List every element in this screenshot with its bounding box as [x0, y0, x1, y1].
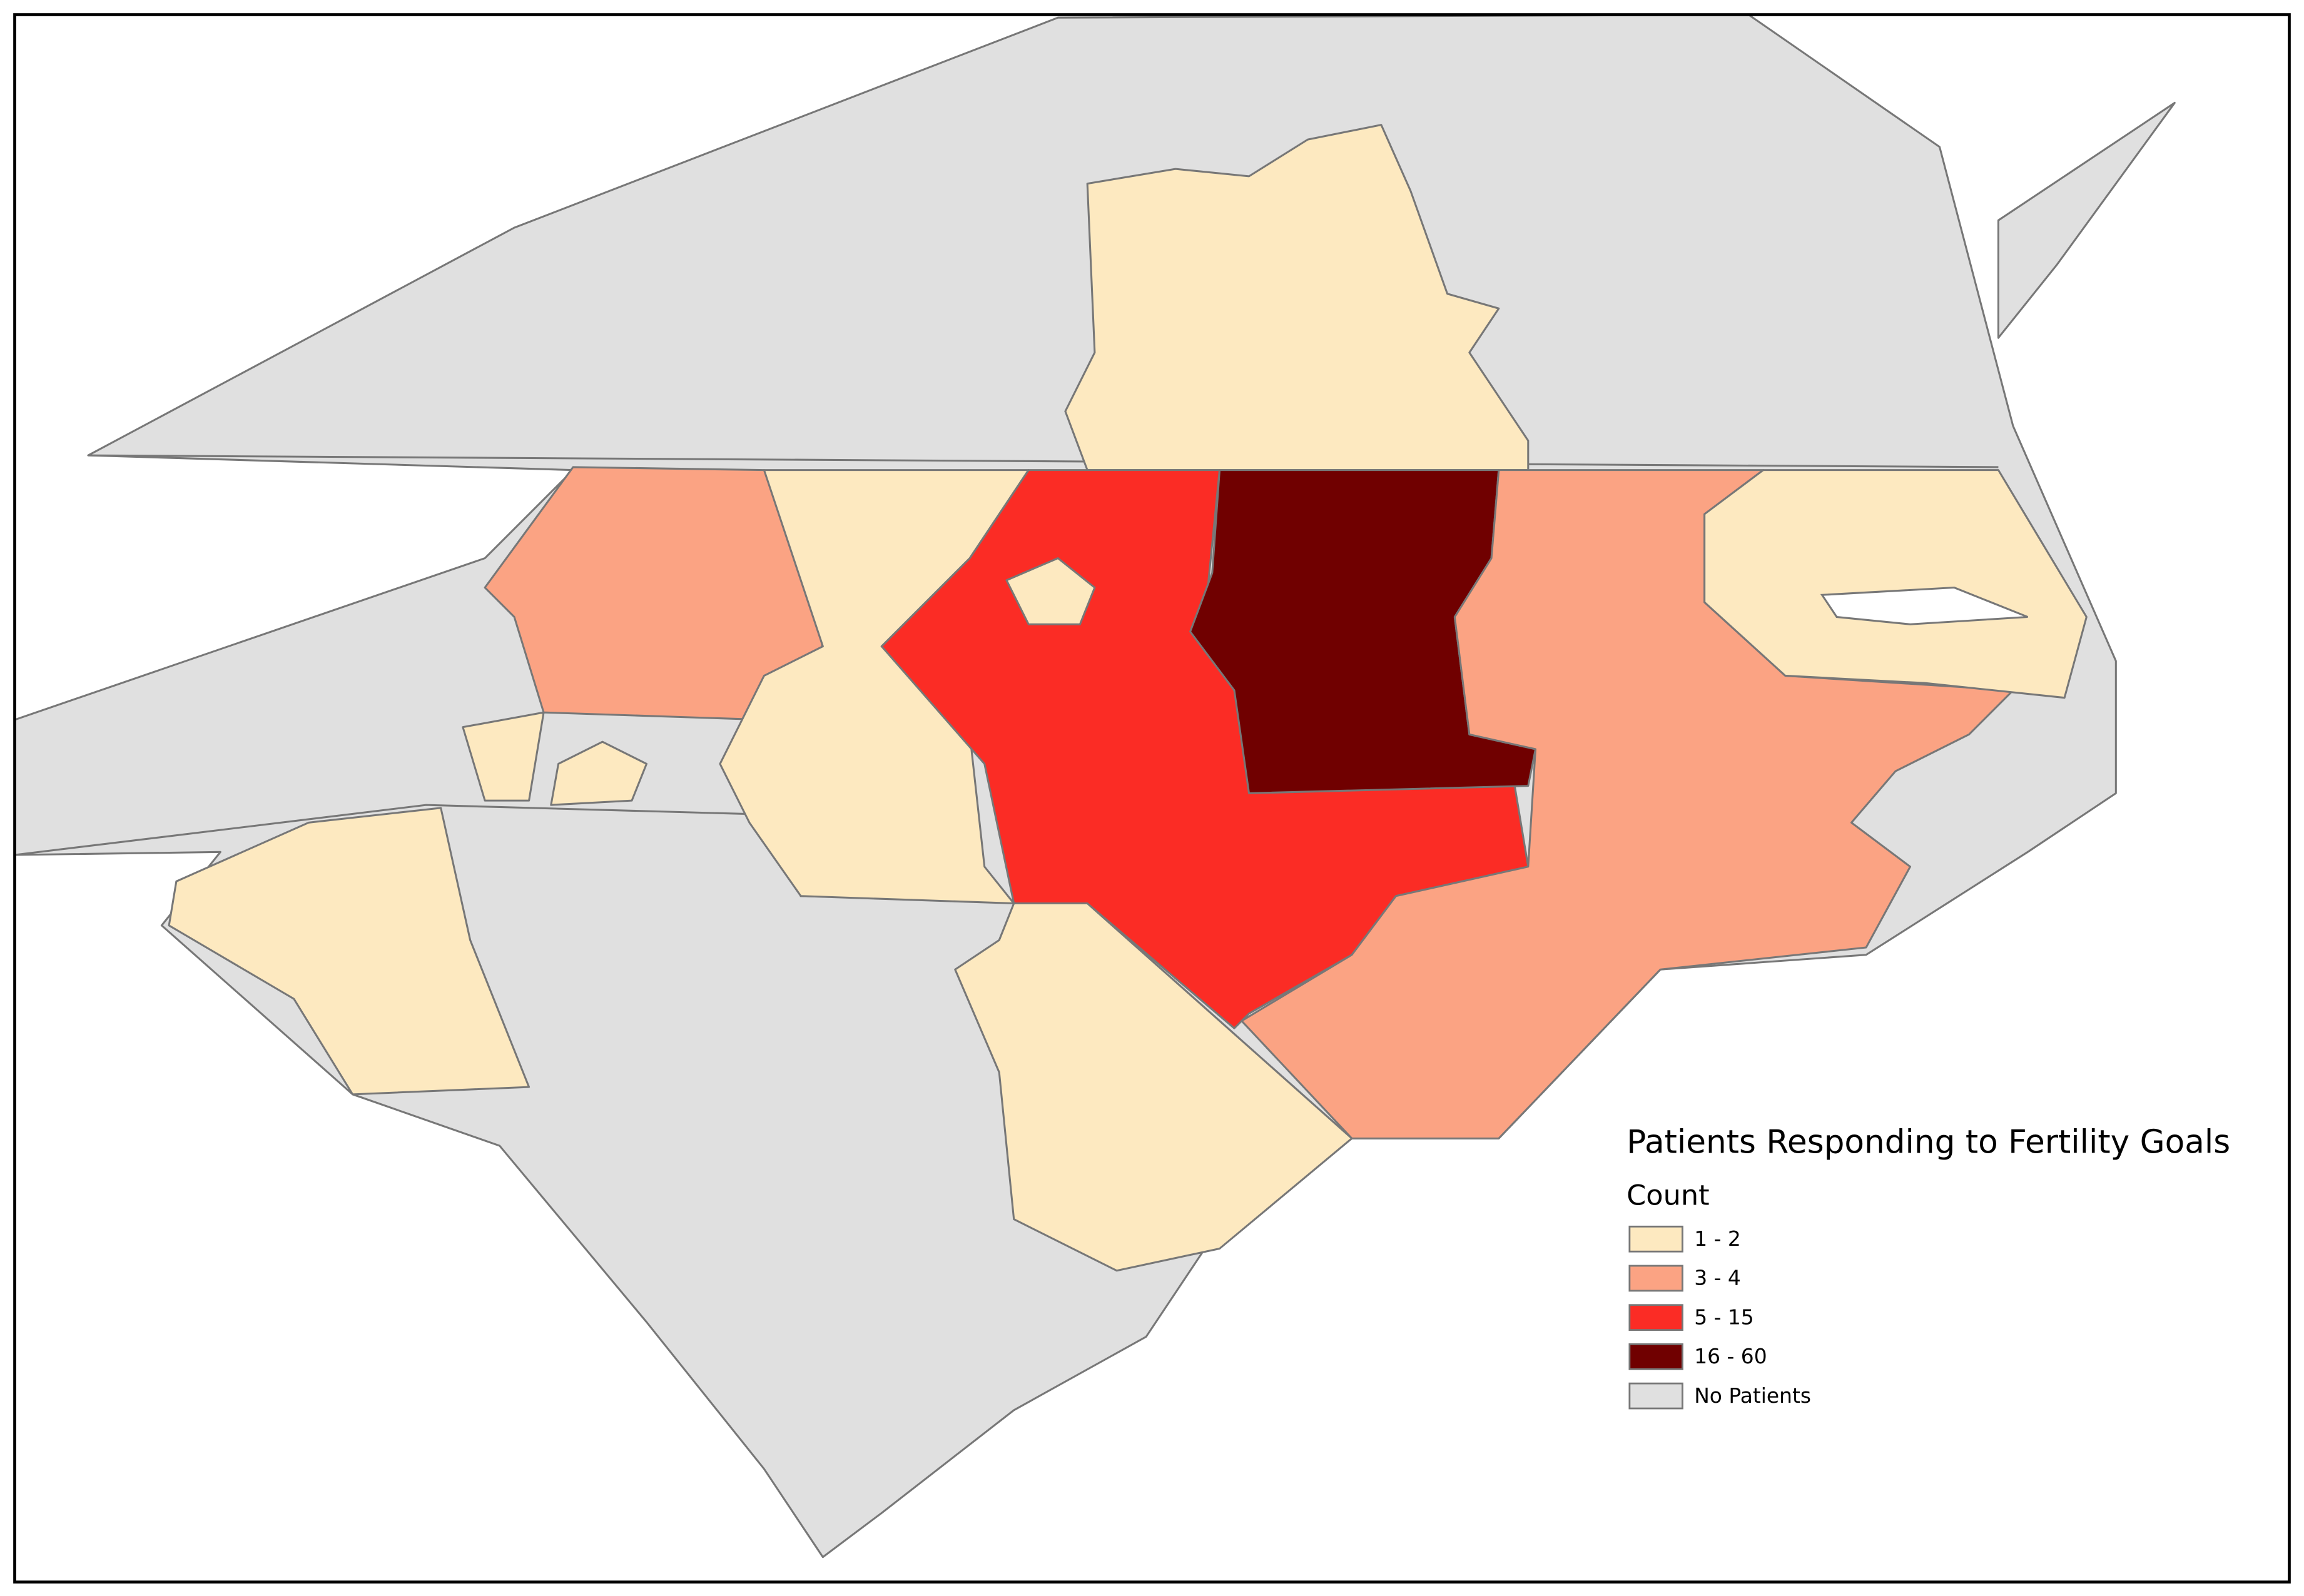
legend-label: 5 - 15 — [1694, 1305, 1754, 1329]
legend-label: No Patients — [1694, 1383, 1811, 1408]
no-patients-peninsula — [1997, 101, 2176, 339]
state-border — [88, 454, 1999, 468]
region-1-2 — [462, 711, 545, 802]
region-1-2 — [1005, 557, 1096, 625]
region-1-2 — [168, 807, 530, 1096]
legend-swatch — [1628, 1265, 1683, 1292]
legend-label: 1 - 2 — [1694, 1226, 1741, 1251]
legend-swatch — [1628, 1343, 1683, 1370]
legend: Patients Responding to Fertility Goals C… — [1627, 1124, 2230, 1410]
sound-water — [1820, 586, 2028, 625]
legend-label: 3 - 4 — [1694, 1266, 1741, 1290]
region-1-2 — [954, 902, 1353, 1272]
frame — [13, 13, 2291, 1584]
legend-swatch — [1628, 1225, 1683, 1253]
region-1-2 — [550, 740, 648, 806]
legend-swatch — [1628, 1382, 1683, 1410]
region-1-2 — [1064, 124, 1530, 472]
legend-label: 16 - 60 — [1694, 1344, 1767, 1368]
map-regions — [13, 13, 2176, 1558]
region-1-2 — [1703, 469, 2088, 699]
legend-title: Patients Responding to Fertility Goals — [1627, 1124, 2230, 1161]
legend-subtitle: Count — [1627, 1179, 1709, 1211]
legend-swatch — [1628, 1304, 1683, 1331]
